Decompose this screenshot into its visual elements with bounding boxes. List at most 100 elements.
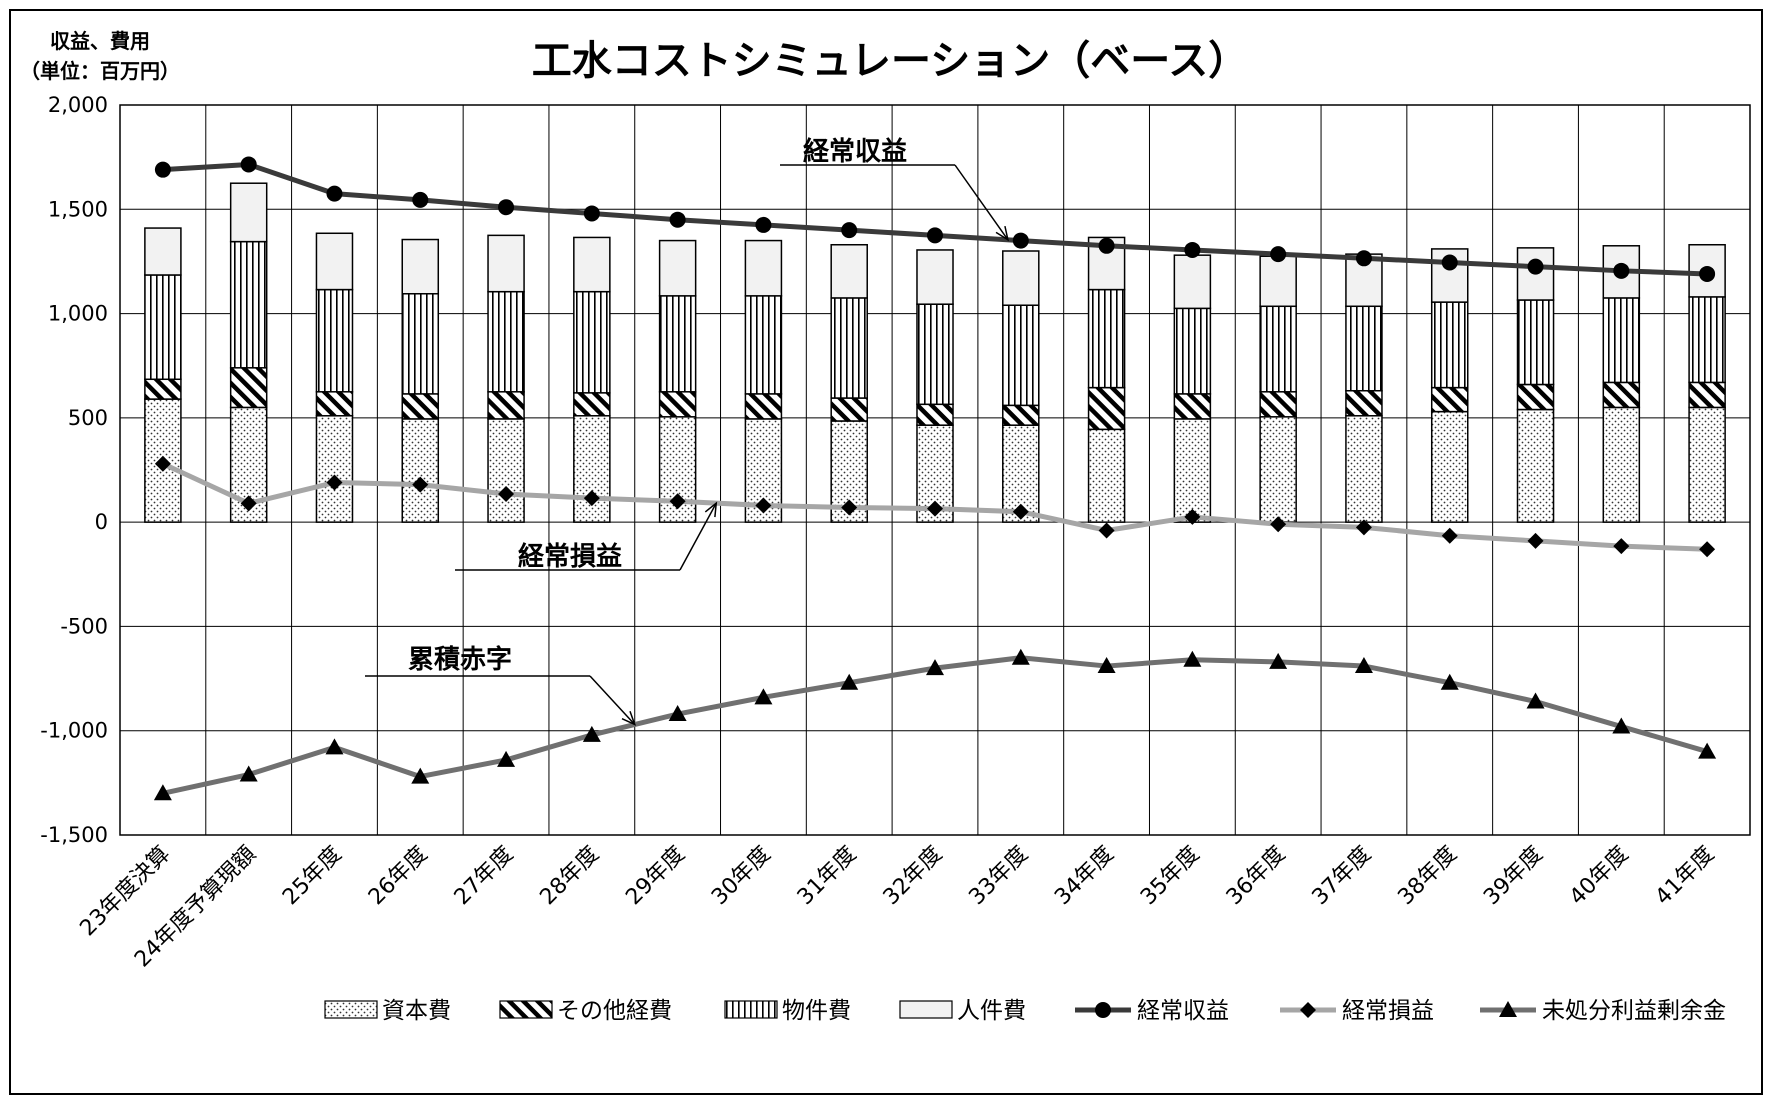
- bar-その他経費: [401, 393, 440, 420]
- bar-人件費: [487, 234, 525, 293]
- point-経常損益: [1527, 532, 1544, 549]
- y-tick-label: 1,500: [48, 197, 108, 221]
- point-経常収益: [1184, 241, 1201, 258]
- bar-物件費: [573, 290, 611, 394]
- point-未処分利益剰余金: [1698, 742, 1717, 759]
- bar-その他経費: [744, 393, 783, 420]
- point-経常収益: [1613, 262, 1630, 279]
- point-未処分利益剰余金: [1440, 673, 1459, 690]
- line-layer: [153, 156, 1717, 801]
- bar-物件費: [1087, 288, 1126, 389]
- bar-物件費: [1688, 296, 1726, 384]
- point-経常収益: [1699, 265, 1716, 282]
- bar-資本費: [573, 415, 611, 523]
- x-tick-label: 41年度: [1651, 842, 1720, 911]
- point-未処分利益剰余金: [1011, 648, 1030, 665]
- bar-その他経費: [1345, 389, 1383, 417]
- point-経常損益: [583, 490, 600, 507]
- bar-物件費: [1259, 305, 1297, 393]
- bar-その他経費: [144, 378, 182, 400]
- x-tick-label: 36年度: [1222, 842, 1291, 911]
- point-経常収益: [498, 199, 515, 216]
- bar-資本費: [315, 415, 354, 523]
- annotation-arrowhead: [621, 711, 637, 726]
- y-tick-label: 500: [68, 406, 108, 430]
- legend: 資本費 その他経費 物件費 人件費 経常収益 経常損益 未処分利益剰余金: [324, 998, 1726, 1024]
- y-axis-ticks: 2,000 1,500 1,000 500 0 -500 -1,000 -1,500: [40, 93, 108, 847]
- point-経常損益: [1012, 503, 1029, 520]
- bar-その他経費: [1259, 391, 1297, 418]
- chart-title: 工水コストシミュレーション（ベース）: [532, 38, 1248, 84]
- bar-資本費: [487, 418, 525, 523]
- point-未処分利益剰余金: [1354, 657, 1373, 674]
- bar-その他経費: [1430, 386, 1469, 413]
- point-経常損益: [1441, 527, 1458, 544]
- legend-marker-未処分利益剰余金: [1499, 1001, 1517, 1017]
- point-未処分利益剰余金: [153, 784, 172, 801]
- point-経常収益: [326, 185, 343, 202]
- legend-label-資本費: 資本費: [382, 998, 451, 1024]
- x-tick-label: 33年度: [964, 842, 1033, 911]
- bar-その他経費: [830, 397, 868, 422]
- bar-物件費: [315, 288, 354, 393]
- point-経常損益: [1699, 541, 1716, 558]
- bar-その他経費: [229, 367, 268, 409]
- legend-swatch-人件費: [899, 1000, 953, 1019]
- point-未処分利益剰余金: [1183, 650, 1202, 667]
- bar-人件費: [658, 239, 697, 297]
- bar-人件費: [1516, 247, 1555, 301]
- legend-label-経常収益: 経常収益: [1137, 998, 1229, 1024]
- point-未処分利益剰余金: [1612, 717, 1631, 734]
- bar-資本費: [1516, 408, 1555, 523]
- x-tick-label: 37年度: [1308, 842, 1377, 911]
- bar-layer: [144, 182, 1726, 523]
- bar-その他経費: [916, 403, 954, 426]
- point-経常損益: [1184, 508, 1201, 525]
- bar-物件費: [1516, 299, 1555, 386]
- point-経常収益: [154, 161, 171, 178]
- point-経常損益: [326, 474, 343, 491]
- annotation-arrowhead: [704, 501, 718, 518]
- x-tick-label: 34年度: [1050, 842, 1119, 911]
- point-経常収益: [755, 216, 772, 233]
- legend-label-物件費: 物件費: [782, 998, 851, 1024]
- bar-物件費: [144, 274, 182, 381]
- bar-その他経費: [1173, 393, 1212, 420]
- bar-人件費: [315, 232, 354, 291]
- unit-label-line2: （単位：百万円）: [20, 59, 180, 83]
- bar-人件費: [1173, 254, 1212, 310]
- point-未処分利益剰余金: [840, 673, 859, 690]
- annotation-label: 累積赤字: [408, 644, 512, 675]
- point-未処分利益剰余金: [754, 688, 773, 705]
- point-経常収益: [583, 205, 600, 222]
- x-tick-label: 39年度: [1479, 842, 1548, 911]
- bar-資本費: [401, 418, 440, 523]
- legend-label-その他経費: その他経費: [557, 998, 672, 1024]
- legend-marker-経常損益: [1300, 1002, 1316, 1018]
- bar-その他経費: [1516, 383, 1555, 411]
- x-tick-label: 40年度: [1565, 842, 1634, 911]
- legend-label-経常損益: 経常損益: [1342, 998, 1434, 1024]
- point-未処分利益剰余金: [926, 659, 944, 676]
- point-経常収益: [240, 156, 257, 173]
- bar-物件費: [744, 295, 783, 395]
- annotation-arrow: [589, 675, 636, 725]
- point-経常収益: [1012, 232, 1029, 249]
- point-未処分利益剰余金: [497, 750, 516, 767]
- unit-label-line1: 収益、費用: [50, 29, 150, 53]
- point-経常収益: [669, 211, 686, 228]
- legend-label-未処分利益剰余金: 未処分利益剰余金: [1542, 998, 1726, 1024]
- bar-物件費: [916, 303, 954, 406]
- x-tick-label: 31年度: [793, 842, 862, 911]
- bar-人件費: [1002, 250, 1040, 306]
- legend-marker-経常収益: [1095, 1002, 1111, 1018]
- bar-物件費: [1602, 297, 1641, 384]
- point-未処分利益剰余金: [582, 725, 601, 742]
- bar-人件費: [744, 239, 783, 297]
- x-tick-label: 38年度: [1393, 842, 1462, 911]
- bar-人件費: [229, 182, 268, 243]
- bar-資本費: [1087, 428, 1126, 523]
- bar-人件費: [916, 249, 954, 305]
- bar-資本費: [1259, 416, 1297, 523]
